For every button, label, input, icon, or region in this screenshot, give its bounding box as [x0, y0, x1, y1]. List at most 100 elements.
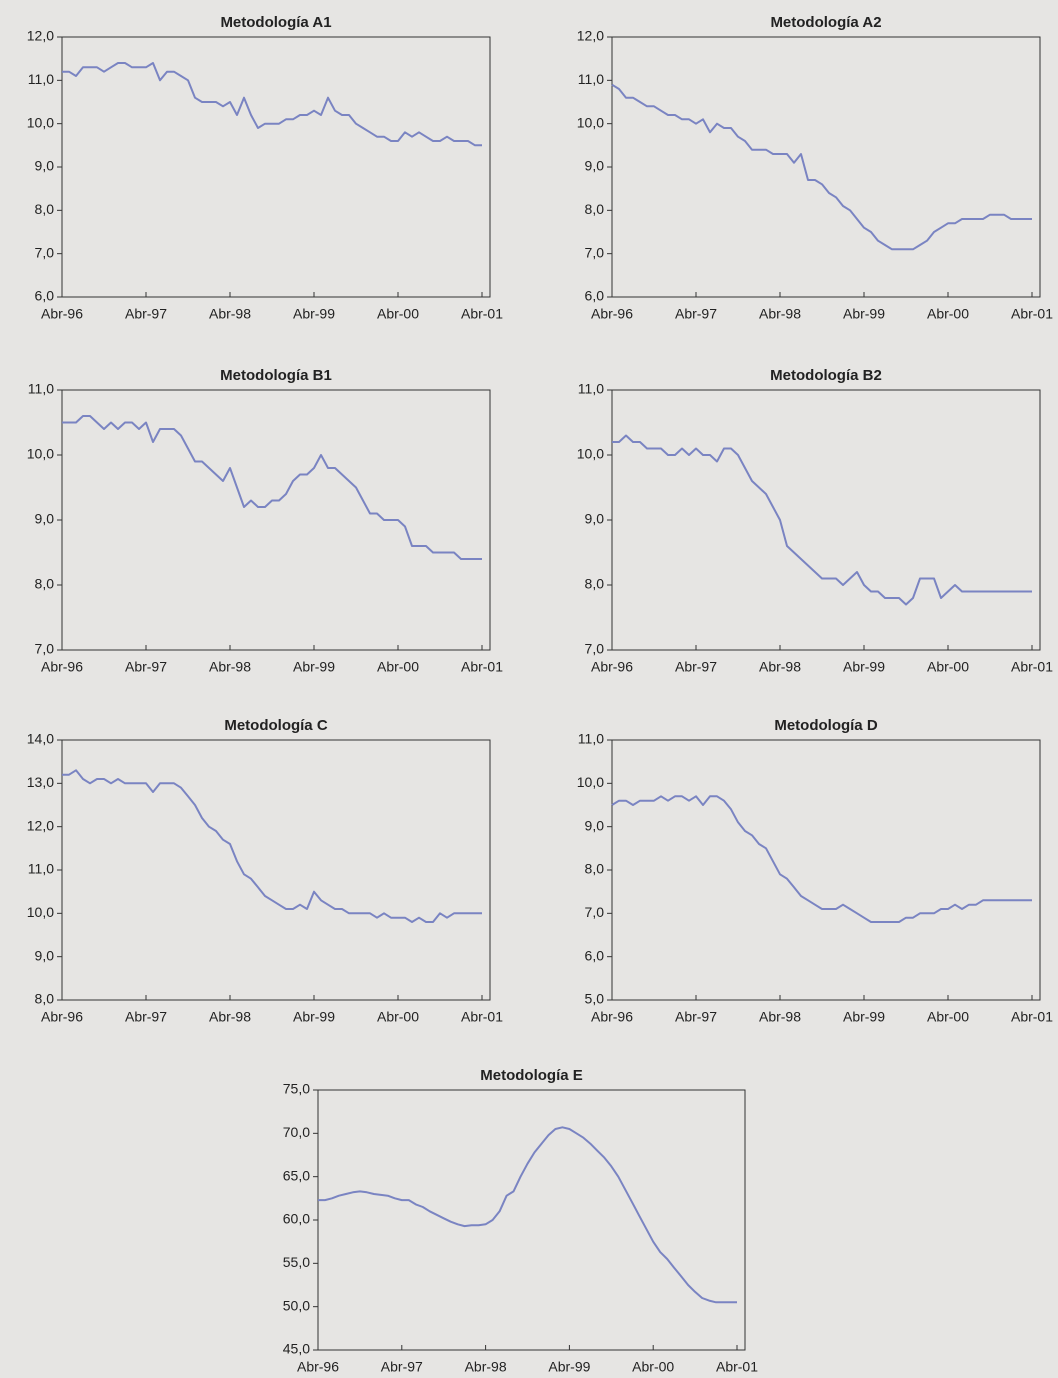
x-tick-label: Abr-01: [716, 1359, 758, 1375]
x-tick-label: Abr-99: [293, 659, 335, 675]
chart-title: Metodología E: [480, 1067, 583, 1084]
x-tick-label: Abr-97: [381, 1359, 423, 1375]
y-tick-label: 8,0: [35, 991, 55, 1007]
y-tick-label: 9,0: [585, 158, 605, 174]
y-tick-label: 6,0: [35, 288, 55, 304]
x-tick-label: Abr-99: [293, 306, 335, 322]
y-tick-label: 5,0: [585, 991, 605, 1007]
x-tick-label: Abr-01: [1011, 306, 1053, 322]
y-tick-label: 11,0: [28, 71, 54, 87]
x-tick-label: Abr-98: [465, 1359, 507, 1375]
x-tick-label: Abr-99: [293, 1009, 335, 1025]
y-tick-label: 11,0: [28, 381, 54, 397]
x-tick-label: Abr-98: [759, 659, 801, 675]
x-tick-label: Abr-00: [377, 1009, 419, 1025]
x-tick-label: Abr-01: [1011, 1009, 1053, 1025]
y-tick-label: 11,0: [578, 731, 604, 747]
y-tick-label: 12,0: [27, 28, 54, 44]
x-tick-label: Abr-98: [209, 1009, 251, 1025]
data-line: [611, 795, 1032, 923]
y-tick-label: 8,0: [585, 861, 605, 877]
x-tick-label: Abr-00: [927, 659, 969, 675]
x-tick-label: Abr-98: [209, 306, 251, 322]
y-tick-label: 12,0: [577, 28, 604, 44]
y-tick-label: 70,0: [283, 1124, 310, 1140]
y-tick-label: 60,0: [283, 1211, 310, 1227]
x-tick-label: Abr-00: [927, 306, 969, 322]
plot-frame: [61, 389, 491, 651]
x-tick-label: Abr-96: [41, 659, 83, 675]
x-tick-label: Abr-99: [843, 306, 885, 322]
data-line: [62, 769, 482, 923]
y-tick-label: 50,0: [283, 1297, 310, 1313]
y-tick-label: 8,0: [35, 576, 55, 592]
x-tick-label: Abr-01: [461, 1009, 503, 1025]
y-tick-label: 7,0: [585, 641, 605, 657]
data-line: [62, 62, 482, 147]
data-line: [62, 415, 482, 560]
x-tick-label: Abr-00: [377, 306, 419, 322]
y-tick-label: 10,0: [577, 774, 604, 790]
y-tick-label: 9,0: [585, 817, 605, 833]
y-tick-label: 11,0: [578, 381, 604, 397]
y-tick-label: 7,0: [35, 641, 55, 657]
x-tick-label: Abr-00: [927, 1009, 969, 1025]
y-tick-label: 13,0: [27, 774, 54, 790]
x-tick-label: Abr-00: [377, 659, 419, 675]
y-tick-label: 10,0: [27, 114, 54, 130]
y-tick-label: 9,0: [585, 511, 605, 527]
x-tick-label: Abr-97: [675, 306, 717, 322]
chart-title: Metodología B2: [770, 367, 882, 384]
x-tick-label: Abr-96: [591, 1009, 633, 1025]
chart-title: Metodología A2: [770, 14, 881, 31]
x-tick-label: Abr-97: [675, 659, 717, 675]
data-line: [611, 83, 1032, 251]
x-tick-label: Abr-98: [209, 659, 251, 675]
y-tick-label: 10,0: [577, 114, 604, 130]
y-tick-label: 9,0: [35, 947, 55, 963]
x-tick-label: Abr-98: [759, 306, 801, 322]
x-tick-label: Abr-01: [461, 659, 503, 675]
y-tick-label: 14,0: [27, 731, 54, 747]
plot-frame: [611, 389, 1041, 651]
y-tick-label: 11,0: [28, 861, 54, 877]
x-tick-label: Abr-97: [125, 659, 167, 675]
chart-title: Metodología D: [774, 717, 877, 734]
y-tick-label: 65,0: [283, 1167, 310, 1183]
y-tick-label: 45,0: [283, 1341, 310, 1357]
chart-title: Metodología A1: [220, 14, 331, 31]
y-tick-label: 75,0: [283, 1081, 310, 1097]
y-tick-label: 12,0: [27, 817, 54, 833]
x-tick-label: Abr-96: [41, 306, 83, 322]
x-tick-label: Abr-01: [461, 306, 503, 322]
plot-frame: [61, 36, 491, 298]
data-line: [612, 434, 1032, 606]
x-tick-label: Abr-97: [125, 306, 167, 322]
x-tick-label: Abr-01: [1011, 659, 1053, 675]
y-tick-label: 10,0: [577, 446, 604, 462]
x-tick-label: Abr-96: [591, 306, 633, 322]
plot-frame: [611, 36, 1041, 298]
x-tick-label: Abr-99: [548, 1359, 590, 1375]
plot-frame: [611, 739, 1041, 1001]
y-tick-label: 7,0: [35, 244, 55, 260]
x-tick-label: Abr-99: [843, 659, 885, 675]
y-tick-label: 10,0: [27, 904, 54, 920]
y-tick-label: 55,0: [283, 1254, 310, 1270]
chart-title: Metodología C: [224, 717, 327, 734]
y-tick-label: 8,0: [585, 576, 605, 592]
x-tick-label: Abr-96: [297, 1359, 339, 1375]
plot-frame: [317, 1089, 746, 1351]
y-tick-label: 6,0: [585, 288, 605, 304]
y-tick-label: 8,0: [35, 201, 55, 217]
x-tick-label: Abr-97: [675, 1009, 717, 1025]
y-tick-label: 11,0: [578, 71, 604, 87]
x-tick-label: Abr-97: [125, 1009, 167, 1025]
x-tick-label: Abr-96: [591, 659, 633, 675]
y-tick-label: 6,0: [585, 947, 605, 963]
y-tick-label: 7,0: [585, 904, 605, 920]
x-tick-label: Abr-99: [843, 1009, 885, 1025]
plot-frame: [61, 739, 491, 1001]
